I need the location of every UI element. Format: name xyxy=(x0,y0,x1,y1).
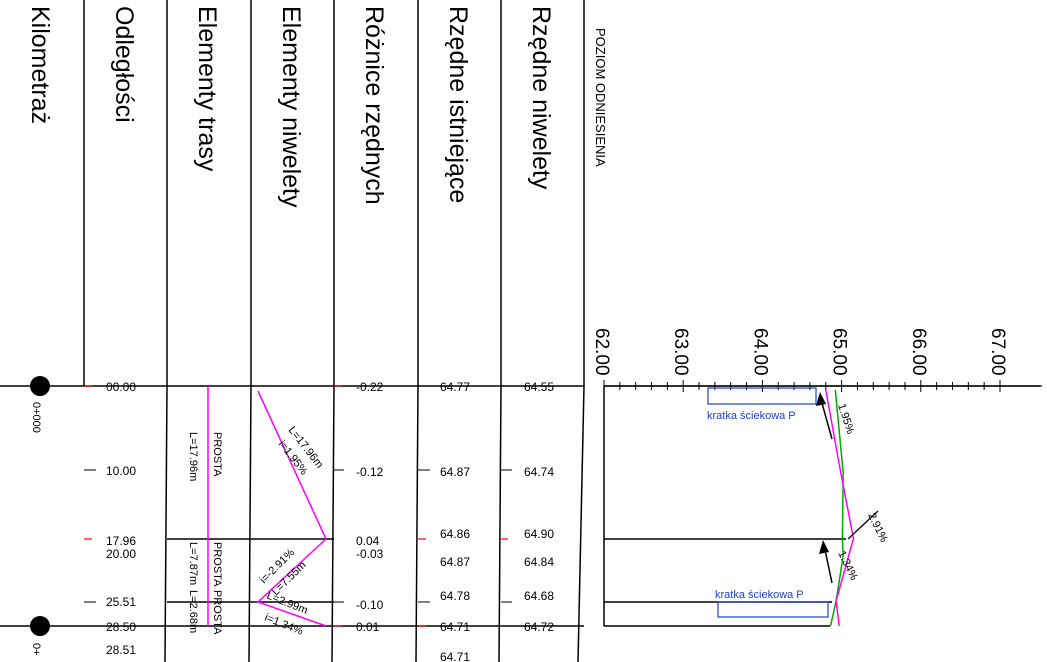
design-cell: 64.55 xyxy=(524,380,554,394)
column-headers: Kilometraż Odległości Elementy trasy Ele… xyxy=(26,6,608,208)
distance-cell: 28.51 xyxy=(106,643,136,657)
chainage-markers: 0+000 0+ xyxy=(30,376,50,656)
distance-column: 00.00 10.00 17.96 20.00 25.51 28.50 28.5… xyxy=(106,380,136,657)
slope-label-3: 1.34% xyxy=(835,549,860,582)
design-cell: 64.74 xyxy=(524,465,554,479)
grate-box-1 xyxy=(707,387,817,405)
design-cell: 64.84 xyxy=(524,555,554,569)
scale-label: 64.00 xyxy=(749,328,770,376)
chainage-marker-end xyxy=(30,616,50,636)
chainage-end-label: 0+ xyxy=(30,643,42,656)
existing-cell: 64.78 xyxy=(440,589,470,603)
red-ticks xyxy=(84,385,508,627)
header-roznice-rzednych: Różnice rzędnych xyxy=(360,6,388,205)
slope-arrow-3 xyxy=(847,510,879,540)
slope-label-2: 2.91% xyxy=(865,511,890,544)
route-elements: PROSTA L=17.96m PROSTA L=7.87m PROSTA L=… xyxy=(187,386,223,635)
diff-cell: -0.12 xyxy=(356,465,384,479)
design-column: 64.55 64.74 64.90 64.84 64.68 64.72 xyxy=(524,380,554,634)
existing-terrain-line xyxy=(829,389,844,627)
distance-cell: 10.00 xyxy=(106,464,136,478)
route-type-2: PROSTA xyxy=(211,542,223,587)
chainage-start-label: 0+000 xyxy=(30,402,42,433)
existing-cell: 64.71 xyxy=(440,620,470,634)
existing-cell: 64.77 xyxy=(440,380,470,394)
diff-cell: -0.03 xyxy=(356,547,384,561)
header-rzedne-niwelety: Rzędne niwelety xyxy=(527,6,555,190)
existing-cell: 64.87 xyxy=(440,555,470,569)
row-ticks xyxy=(84,469,512,603)
distance-cell: 20.00 xyxy=(106,547,136,561)
grate-label-1: kratka ściekowa P xyxy=(707,410,796,422)
header-rzedne-istniejace: Rzędne istniejące xyxy=(444,6,472,203)
scale-label: 66.00 xyxy=(908,328,929,376)
arrowhead-icon xyxy=(819,540,829,554)
header-elementy-trasy: Elementy trasy xyxy=(193,6,221,172)
distance-cell: 17.96 xyxy=(106,534,136,548)
elevation-scale: 62.00 63.00 64.00 65.00 66.00 67.00 xyxy=(591,328,1042,392)
header-elementy-niwelety: Elementy niwelety xyxy=(277,6,305,208)
diff-cell: 0.04 xyxy=(356,534,380,548)
profile-plot: kratka ściekowa P kratka ściekowa P 1.95… xyxy=(603,386,890,627)
existing-cell: 64.71 xyxy=(440,650,470,662)
scale-label: 65.00 xyxy=(829,328,850,376)
grate-box-2 xyxy=(717,601,829,618)
design-grade-line xyxy=(825,389,855,627)
existing-cell: 64.87 xyxy=(440,465,470,479)
poziom-odniesienia-label: POZIOM ODNIESIENIA xyxy=(593,28,608,167)
diff-cell: -0.22 xyxy=(356,380,384,394)
existing-column: 64.77 64.87 64.86 64.87 64.78 64.71 64.7… xyxy=(440,380,470,662)
diff-cell: -0.10 xyxy=(356,598,384,612)
design-cell: 64.90 xyxy=(524,527,554,541)
scale-labels: 62.00 63.00 64.00 65.00 66.00 67.00 xyxy=(591,328,1008,376)
header-kilometraz: Kilometraż xyxy=(26,6,54,124)
arrowhead-icon xyxy=(816,392,826,406)
chainage-marker-start xyxy=(30,376,50,396)
scale-label: 63.00 xyxy=(670,328,691,376)
diff-cell: 0.01 xyxy=(356,620,380,634)
distance-cell: 28.50 xyxy=(106,620,136,634)
scale-label: 62.00 xyxy=(591,328,612,376)
distance-cell: 25.51 xyxy=(106,595,136,609)
scale-label: 67.00 xyxy=(987,328,1008,376)
existing-cell: 64.86 xyxy=(440,527,470,541)
route-length-1: L=17.96m xyxy=(187,432,199,481)
design-cell: 64.68 xyxy=(524,589,554,603)
route-length-2: L=7.87m xyxy=(187,542,199,585)
difference-column: -0.22 -0.12 0.04 -0.03 -0.10 0.01 xyxy=(356,380,384,634)
grade-elements: L=17.96m i=1.95% L=7.55m i=-2.91% L=2.99… xyxy=(256,390,327,638)
design-cell: 64.72 xyxy=(524,620,554,634)
distance-cell: 00.00 xyxy=(106,380,136,394)
route-type-3: PROSTA xyxy=(211,590,223,635)
route-type-1: PROSTA xyxy=(211,432,223,477)
grate-label-2: kratka ściekowa P xyxy=(715,589,804,601)
header-odleglosci: Odległości xyxy=(110,6,138,123)
route-length-3: L=2.68m xyxy=(187,590,199,633)
